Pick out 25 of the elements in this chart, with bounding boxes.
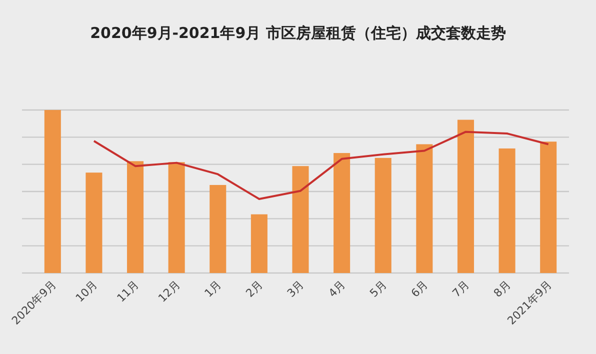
- x-tick-label: 1月: [202, 278, 224, 300]
- bar: [540, 142, 557, 273]
- x-tick-label: 10月: [73, 278, 100, 305]
- bar: [334, 153, 350, 273]
- bar: [44, 110, 61, 273]
- x-tick-label: 2月: [243, 278, 266, 300]
- bar: [292, 166, 309, 273]
- x-tick-label: 6月: [408, 278, 431, 300]
- x-tick-label: 7月: [450, 278, 472, 300]
- chart-title: 2020年9月-2021年9月 市区房屋租赁（住宅）成交套数走势: [90, 24, 506, 42]
- bar: [168, 162, 185, 273]
- bar: [86, 172, 102, 273]
- bar: [457, 120, 474, 273]
- bar: [127, 161, 144, 273]
- bar: [498, 148, 516, 273]
- x-tick-label: 4月: [326, 278, 348, 300]
- x-tick-label: 8月: [491, 278, 514, 300]
- x-tick-label: 5月: [367, 278, 390, 300]
- x-tick-label: 3月: [284, 278, 307, 300]
- bar: [416, 144, 433, 273]
- bar: [250, 214, 268, 273]
- x-tick-label: 11月: [114, 278, 142, 305]
- bar: [374, 158, 392, 273]
- x-tick-label: 12月: [156, 278, 183, 305]
- bar: [210, 184, 226, 273]
